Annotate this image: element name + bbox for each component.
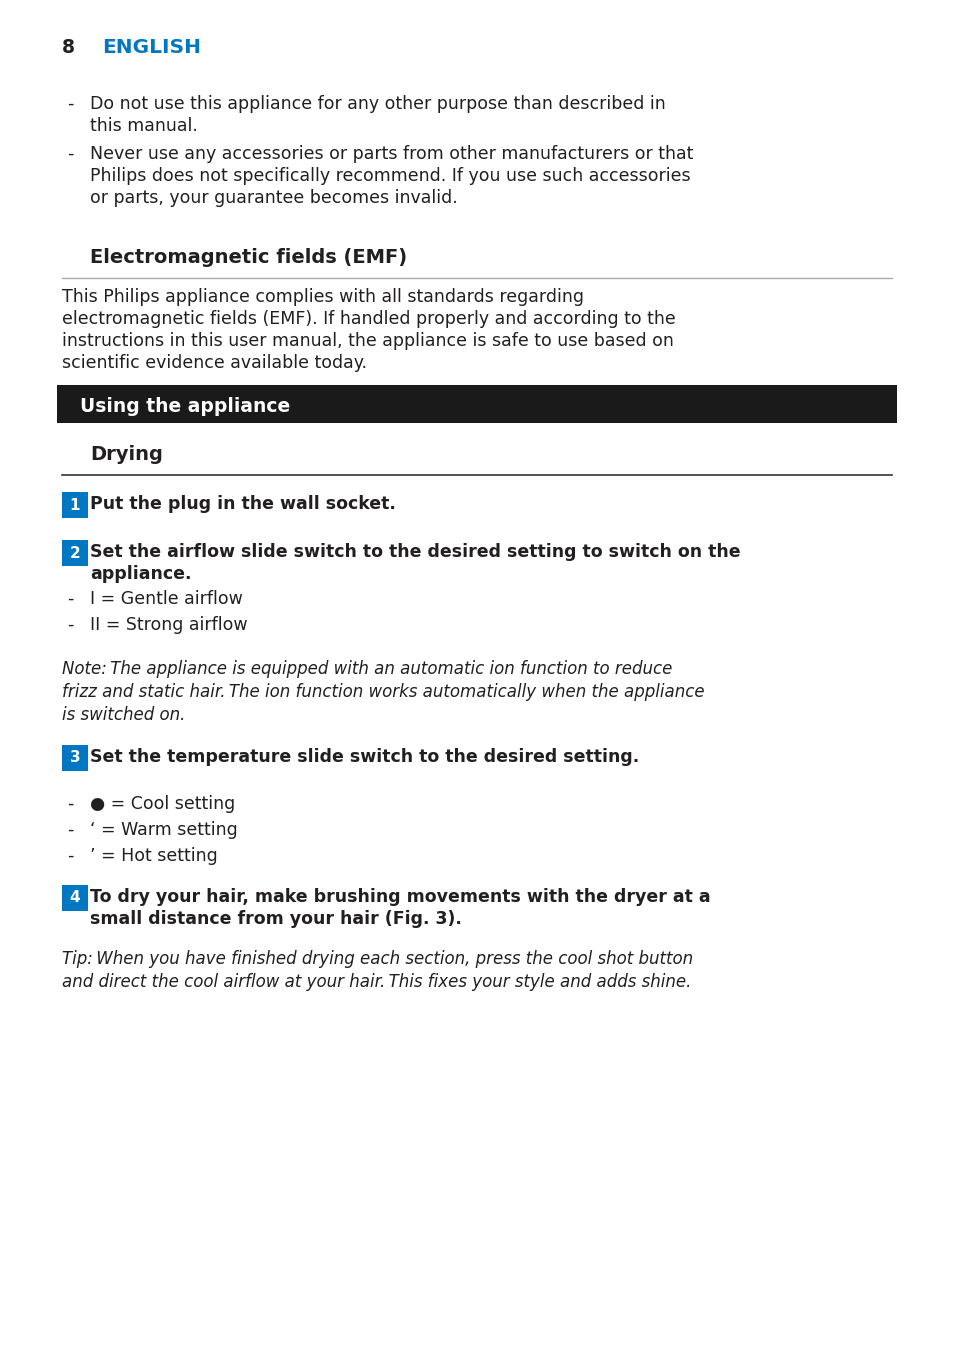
Text: scientific evidence available today.: scientific evidence available today. — [62, 354, 367, 373]
Text: 1: 1 — [70, 498, 80, 512]
Text: -: - — [67, 847, 73, 865]
Text: Set the airflow slide switch to the desired setting to switch on the: Set the airflow slide switch to the desi… — [90, 543, 740, 561]
Text: Note: The appliance is equipped with an automatic ion function to reduce: Note: The appliance is equipped with an … — [62, 660, 672, 678]
Text: II = Strong airflow: II = Strong airflow — [90, 616, 248, 633]
Text: I = Gentle airflow: I = Gentle airflow — [90, 590, 243, 608]
Text: -: - — [67, 795, 73, 812]
Text: Do not use this appliance for any other purpose than described in: Do not use this appliance for any other … — [90, 95, 665, 113]
Text: Never use any accessories or parts from other manufacturers or that: Never use any accessories or parts from … — [90, 145, 693, 163]
Text: small distance from your hair (Fig. 3).: small distance from your hair (Fig. 3). — [90, 911, 461, 928]
Text: -: - — [67, 95, 73, 113]
Text: -: - — [67, 820, 73, 839]
Text: Philips does not specifically recommend. If you use such accessories: Philips does not specifically recommend.… — [90, 167, 690, 186]
Text: 4: 4 — [70, 890, 80, 905]
Text: 2: 2 — [70, 546, 80, 561]
Text: Put the plug in the wall socket.: Put the plug in the wall socket. — [90, 495, 395, 512]
Text: -: - — [67, 145, 73, 163]
Bar — [62, 745, 88, 771]
Text: -: - — [67, 590, 73, 608]
Text: instructions in this user manual, the appliance is safe to use based on: instructions in this user manual, the ap… — [62, 332, 673, 350]
Text: ENGLISH: ENGLISH — [102, 38, 201, 56]
Text: Drying: Drying — [90, 445, 163, 464]
Text: ‘ = Warm setting: ‘ = Warm setting — [90, 820, 237, 839]
Text: is switched on.: is switched on. — [62, 706, 185, 724]
Text: and direct the cool airflow at your hair. This fixes your style and adds shine.: and direct the cool airflow at your hair… — [62, 972, 691, 991]
Text: Tip: When you have finished drying each section, press the cool shot button: Tip: When you have finished drying each … — [62, 950, 693, 968]
Text: 8: 8 — [62, 38, 75, 56]
Text: electromagnetic fields (EMF). If handled properly and according to the: electromagnetic fields (EMF). If handled… — [62, 309, 675, 328]
Text: To dry your hair, make brushing movements with the dryer at a: To dry your hair, make brushing movement… — [90, 888, 710, 907]
Text: ’ = Hot setting: ’ = Hot setting — [90, 847, 217, 865]
Text: frizz and static hair. The ion function works automatically when the appliance: frizz and static hair. The ion function … — [62, 683, 704, 701]
Bar — [62, 539, 88, 566]
Text: appliance.: appliance. — [90, 565, 192, 582]
Text: Set the temperature slide switch to the desired setting.: Set the temperature slide switch to the … — [90, 748, 639, 767]
Bar — [62, 885, 88, 911]
Text: ● = Cool setting: ● = Cool setting — [90, 795, 235, 812]
Text: or parts, your guarantee becomes invalid.: or parts, your guarantee becomes invalid… — [90, 190, 457, 207]
Text: -: - — [67, 616, 73, 633]
Text: Electromagnetic fields (EMF): Electromagnetic fields (EMF) — [90, 247, 407, 268]
Text: This Philips appliance complies with all standards regarding: This Philips appliance complies with all… — [62, 288, 583, 307]
Text: 3: 3 — [70, 751, 80, 765]
Text: this manual.: this manual. — [90, 117, 197, 134]
Bar — [57, 385, 896, 422]
Text: Using the appliance: Using the appliance — [80, 397, 290, 416]
Bar — [62, 492, 88, 518]
